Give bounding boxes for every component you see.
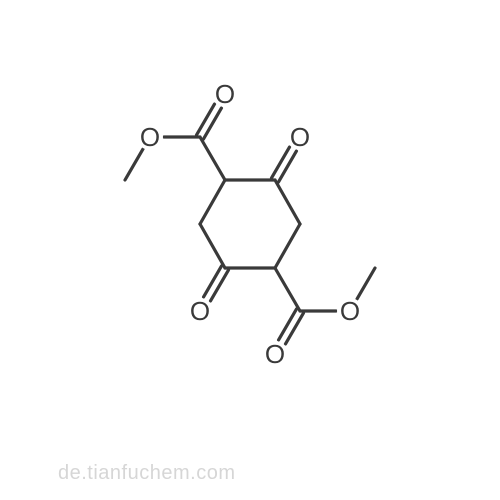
- bond-line: [275, 268, 300, 311]
- bond-line: [357, 268, 375, 299]
- bond-line: [275, 224, 300, 268]
- atom-layer: O O O O O O: [137, 79, 363, 369]
- atom-label: O: [340, 296, 360, 326]
- bond-line: [197, 104, 215, 135]
- atom-label: O: [290, 122, 310, 152]
- bond-line: [279, 309, 297, 340]
- bond-line: [278, 151, 296, 182]
- atom-label: O: [265, 339, 285, 369]
- watermark-text: de.tianfuchem.com: [58, 462, 235, 485]
- atom-label: O: [215, 79, 235, 109]
- bond-line: [125, 149, 143, 180]
- bond-line: [203, 108, 221, 139]
- bond-line: [275, 180, 300, 224]
- molecule-structure: O O O O O O: [0, 0, 500, 500]
- bond-line: [200, 137, 225, 180]
- bond-line: [204, 266, 222, 297]
- bond-line: [210, 270, 228, 301]
- bond-line: [200, 224, 225, 268]
- bond-line: [285, 313, 303, 344]
- bond-line: [200, 180, 225, 224]
- atom-label: O: [190, 296, 210, 326]
- atom-label: O: [140, 122, 160, 152]
- bond-line: [272, 147, 290, 178]
